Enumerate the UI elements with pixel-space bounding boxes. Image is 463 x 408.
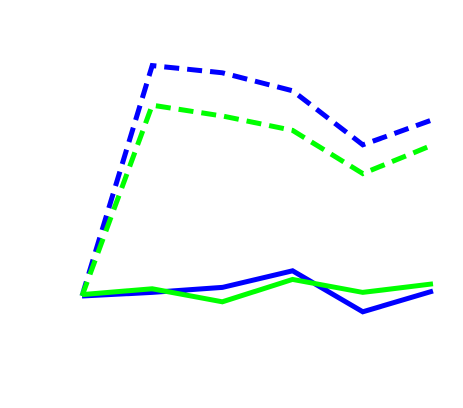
series-line-4	[81, 276, 434, 305]
plot-area	[79, 62, 434, 315]
series-line-2	[79, 102, 434, 297]
series-line-3	[81, 268, 434, 315]
series-line-1	[79, 62, 434, 297]
